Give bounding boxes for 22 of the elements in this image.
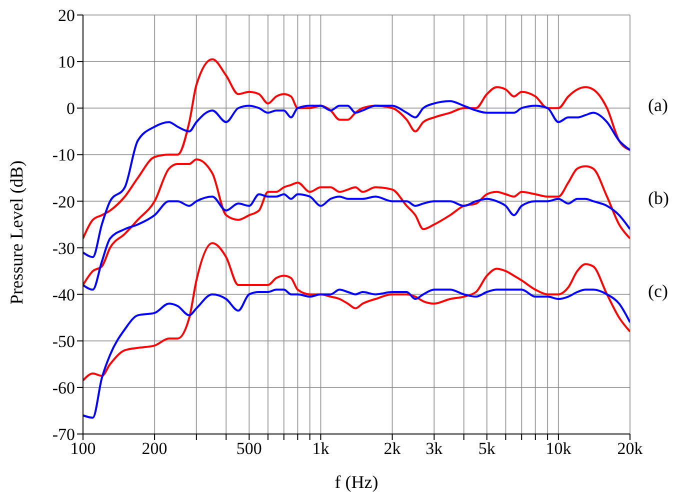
y-tick-label: 20 [58,6,75,26]
x-axis-title: f (Hz) [334,472,378,492]
y-tick-label: -10 [52,146,75,165]
y-tick-label: -30 [52,238,75,258]
x-tick-label: 10k [546,439,572,458]
y-tick-label: -40 [52,285,75,304]
text: (b) [648,188,669,209]
x-tick-label: 2k [384,439,402,458]
x-tick-label: 5k [478,439,496,458]
y-tick-label: 0 [66,99,75,118]
x-tick-label: 500 [236,439,262,458]
y-tick-label: 10 [58,52,75,72]
x-tick-label: 200 [142,439,168,458]
x-tick-label: 3k [426,439,444,458]
x-tick-label: 1k [312,439,330,458]
y-tick-label: -60 [52,378,75,398]
y-axis-title: Pressure Level (dB) [6,160,26,304]
y-tick-label: -20 [52,192,75,212]
text: (a) [648,95,668,116]
text: (c) [648,281,668,302]
x-tick-label: 20k [617,439,644,458]
y-tick-label: -50 [52,332,75,351]
